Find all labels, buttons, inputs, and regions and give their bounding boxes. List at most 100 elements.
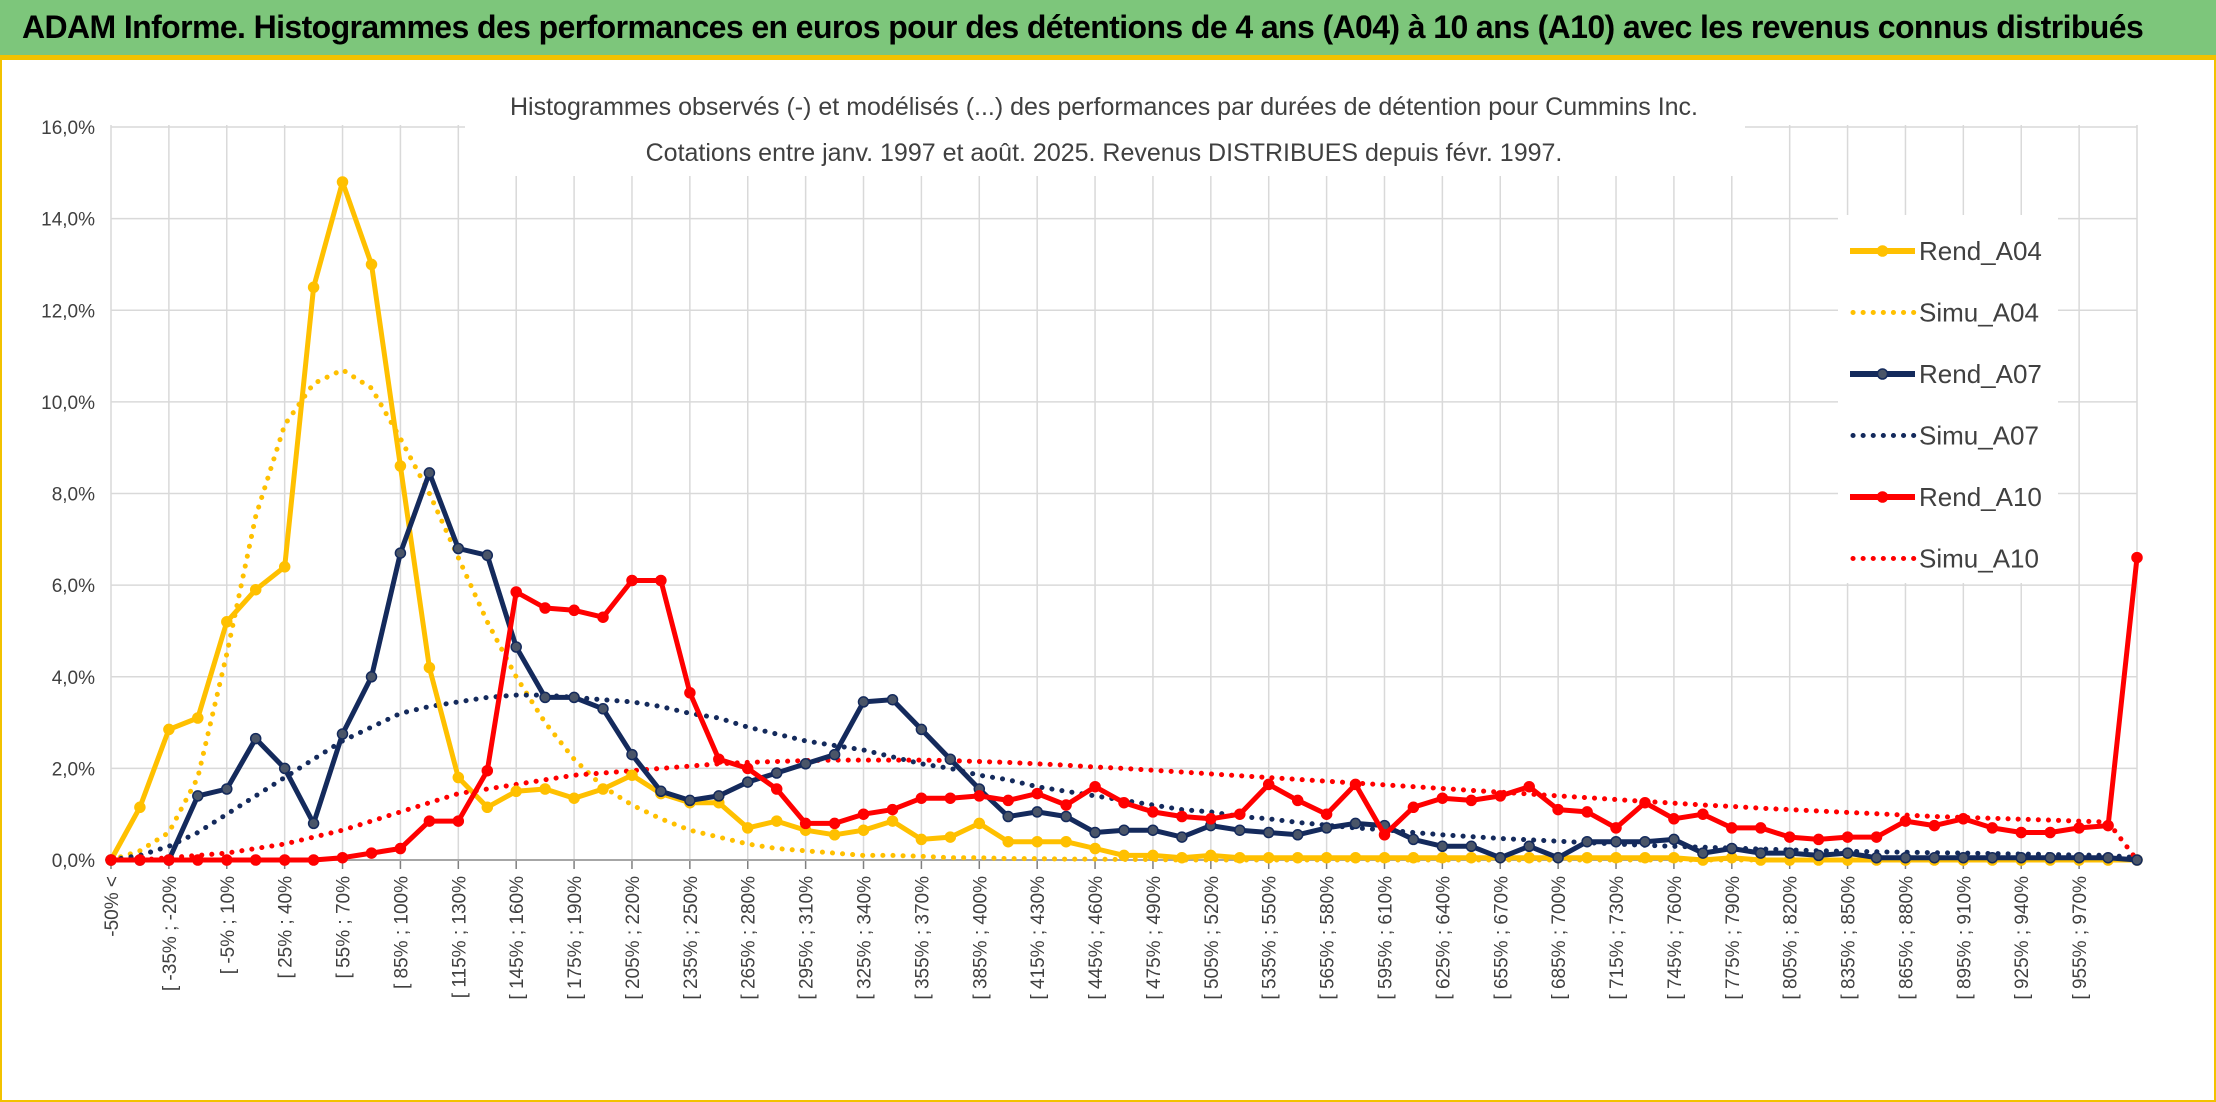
data-point: [1494, 790, 1507, 802]
x-tick-label: [ 835% ; 850%: [1839, 876, 1860, 1000]
data-point: [1060, 835, 1072, 848]
data-point: [1523, 851, 1535, 864]
legend-item: Rend_A10: [1850, 482, 2042, 512]
data-point: [1378, 851, 1391, 864]
legend-item: Simu_A10: [1850, 544, 2039, 574]
data-point: [1465, 840, 1478, 853]
series-Simu_A04: [108, 367, 2140, 863]
data-point: [1726, 842, 1738, 855]
data-point: [221, 783, 233, 795]
data-point: [1465, 794, 1478, 807]
data-point: [336, 728, 349, 740]
data-point: [1147, 824, 1159, 836]
y-tick-label: 2,0%: [52, 759, 95, 780]
data-point: [452, 542, 465, 555]
x-tick-label: -50% <: [102, 876, 123, 937]
series-line: [108, 179, 2137, 863]
x-tick-label: [ 115% ; 130%: [449, 876, 470, 998]
x-tick-label: [ 145% ; 160%: [507, 876, 528, 1000]
x-tick-label: [ 925% ; 940%: [2012, 876, 2033, 1000]
data-point: [539, 783, 551, 795]
y-tick-label: 8,0%: [52, 485, 95, 506]
data-point: [1349, 851, 1362, 864]
x-tick-label: [ 85% ; 100%: [391, 876, 412, 989]
data-point: [1262, 826, 1275, 839]
data-point: [1870, 831, 1883, 843]
x-tick-label: [ 415% ; 430%: [1028, 876, 1049, 1000]
data-point: [886, 693, 899, 706]
data-point: [655, 785, 667, 798]
data-point: [1118, 796, 1130, 809]
data-point: [2131, 854, 2143, 866]
data-point: [1899, 815, 1912, 827]
data-point: [1957, 851, 1970, 864]
data-point: [365, 847, 378, 859]
data-point: [1812, 849, 1825, 862]
data-point: [1610, 851, 1622, 864]
legend-marker: [1876, 491, 1889, 503]
data-point: [510, 586, 522, 598]
data-point: [741, 822, 754, 834]
x-tick-label: [ -5% ; 10%: [218, 876, 239, 974]
x-tick-label: [ 25% ; 40%: [276, 876, 297, 979]
x-tick-label: [ 235% ; 250%: [681, 876, 702, 1000]
chart-title-line1: Histogrammes observés (-) et modélisés (…: [510, 93, 1698, 121]
data-point: [1262, 851, 1275, 864]
data-point: [626, 574, 638, 587]
data-point: [626, 769, 638, 781]
data-point: [221, 616, 233, 628]
series-line: [108, 367, 2140, 863]
data-point: [105, 854, 117, 866]
data-point: [1205, 813, 1217, 825]
y-tick-label: 0,0%: [52, 851, 95, 872]
x-tick-label: [ 205% ; 220%: [623, 876, 644, 1000]
data-point: [1089, 780, 1101, 793]
data-point: [1552, 851, 1564, 864]
data-point: [394, 547, 407, 559]
data-point: [163, 723, 175, 736]
data-point: [1639, 851, 1651, 864]
legend-item: Rend_A04: [1850, 236, 2042, 266]
data-point: [944, 831, 957, 843]
data-point: [1320, 822, 1333, 834]
x-tick-label: [ 475% ; 490%: [1144, 876, 1165, 1000]
data-point: [1841, 847, 1854, 859]
legend-marker: [1876, 368, 1889, 380]
x-tick-label: [ 355% ; 370%: [912, 876, 933, 1000]
x-tick-label: [ -35% ; -20%: [160, 876, 181, 991]
data-point: [365, 671, 378, 683]
x-tick-label: [ 895% ; 910%: [1954, 876, 1975, 1000]
data-point: [1031, 806, 1043, 818]
data-point: [2102, 819, 2114, 832]
y-tick-label: 4,0%: [52, 668, 95, 689]
data-point: [1610, 835, 1622, 848]
data-point: [568, 691, 580, 704]
data-point: [192, 854, 204, 866]
data-point: [713, 753, 725, 765]
data-point: [423, 815, 436, 827]
chart-frame: [0, 58, 2216, 1102]
x-tick-label: [ 565% ; 580%: [1318, 876, 1339, 1000]
data-point: [481, 764, 494, 777]
data-point: [1668, 813, 1680, 825]
y-tick-label: 16,0%: [41, 118, 95, 139]
data-point: [307, 817, 320, 830]
data-point: [481, 549, 494, 562]
data-point: [1754, 847, 1767, 859]
y-tick-label: 14,0%: [41, 210, 95, 231]
data-point: [249, 854, 262, 866]
data-point: [423, 661, 436, 674]
data-point: [394, 460, 407, 472]
data-point: [655, 574, 667, 587]
data-point: [1523, 840, 1535, 853]
data-point: [828, 817, 841, 830]
data-point: [192, 712, 204, 724]
data-point: [510, 785, 522, 798]
data-point: [1697, 847, 1709, 859]
x-tick-label: [ 535% ; 550%: [1260, 876, 1281, 1000]
data-point: [1147, 806, 1159, 818]
legend-marker: [1876, 245, 1889, 257]
legend-label: Rend_A10: [1919, 482, 2042, 512]
data-point: [2015, 826, 2027, 839]
data-point: [684, 687, 696, 699]
